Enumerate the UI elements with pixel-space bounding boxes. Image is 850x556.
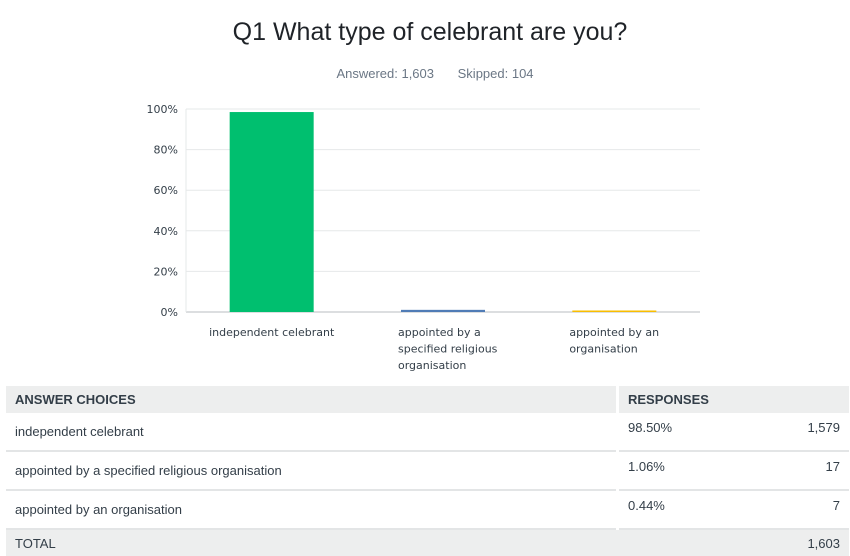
column-separator [616,413,619,452]
responses-header: RESPONSES [619,386,849,413]
column-separator [616,386,619,413]
answer-choice: appointed by a specified religious organ… [6,452,616,491]
response-percent: 98.50% [619,413,746,452]
bar [229,112,314,312]
y-tick-label: 0% [161,306,178,319]
table-row: appointed by a specified religious organ… [6,452,849,491]
total-row: TOTAL 1,603 [6,530,849,556]
table-row: appointed by an organisation 0.44% 7 [6,491,849,530]
question-title: Q1 What type of celebrant are you? [232,18,628,46]
bar [572,310,657,312]
results-table: ANSWER CHOICES RESPONSES independent cel… [6,386,849,556]
response-count: 1,579 [745,413,849,452]
skipped-count: Skipped: 104 [457,66,534,81]
table-header-row: ANSWER CHOICES RESPONSES [6,386,849,413]
answer-choice: independent celebrant [6,413,616,452]
y-tick-label: 100% [147,103,178,116]
response-percent: 0.44% [619,491,746,530]
response-count: 17 [745,452,849,491]
x-category-label: specified religious [398,343,498,356]
answer-choice: appointed by an organisation [6,491,616,530]
y-tick-label: 60% [154,184,178,197]
table-row: independent celebrant 98.50% 1,579 [6,413,849,452]
y-tick-label: 20% [154,265,178,278]
total-count: 1,603 [745,530,849,556]
x-category-label: appointed by an [569,326,659,339]
bar [401,309,485,312]
response-summary: Answered: 1,603 Skipped: 104 [0,66,850,81]
x-category-label: organisation [398,359,466,372]
x-category-label: appointed by a [398,326,481,339]
bar-chart: 0% 20% 40% 60% 80% 100% independent celebrant a… [147,103,700,372]
column-separator [616,452,619,491]
response-percent: 1.06% [619,452,746,491]
y-tick-label: 80% [154,144,178,157]
total-label: TOTAL [6,530,616,556]
x-category-label: independent celebrant [209,326,335,339]
answer-choices-header: ANSWER CHOICES [6,386,616,413]
total-spacer [619,530,746,556]
x-category-label: organisation [569,343,637,356]
answered-count: Answered: 1,603 [336,66,435,81]
response-count: 7 [745,491,849,530]
y-tick-label: 40% [154,225,178,238]
column-separator [616,491,619,530]
